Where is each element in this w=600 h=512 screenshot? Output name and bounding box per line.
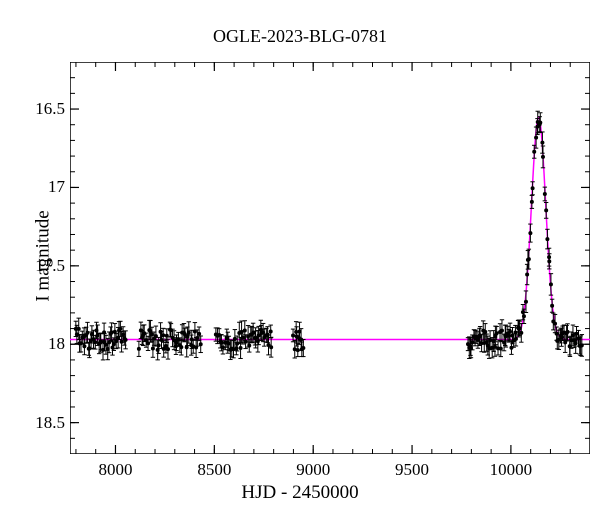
x-tick-label: 9000: [296, 460, 330, 480]
x-tick-label: 8500: [197, 460, 231, 480]
chart-title: OGLE-2023-BLG-0781: [0, 26, 600, 47]
y-tick-label: 17: [48, 177, 65, 197]
x-axis-label: HJD - 2450000: [0, 482, 600, 504]
x-tick-label: 10000: [490, 460, 533, 480]
x-tick-label: 8000: [98, 460, 132, 480]
chart-container: OGLE-2023-BLG-0781 I magnitude HJD - 245…: [0, 0, 600, 512]
y-tick-label: 16.5: [35, 99, 65, 119]
y-tick-label: 18: [48, 334, 65, 354]
x-tick-label: 9500: [395, 460, 429, 480]
y-tick-label: 17.5: [35, 256, 65, 276]
y-tick-label: 18.5: [35, 413, 65, 433]
lightcurve-plot: [70, 62, 590, 454]
